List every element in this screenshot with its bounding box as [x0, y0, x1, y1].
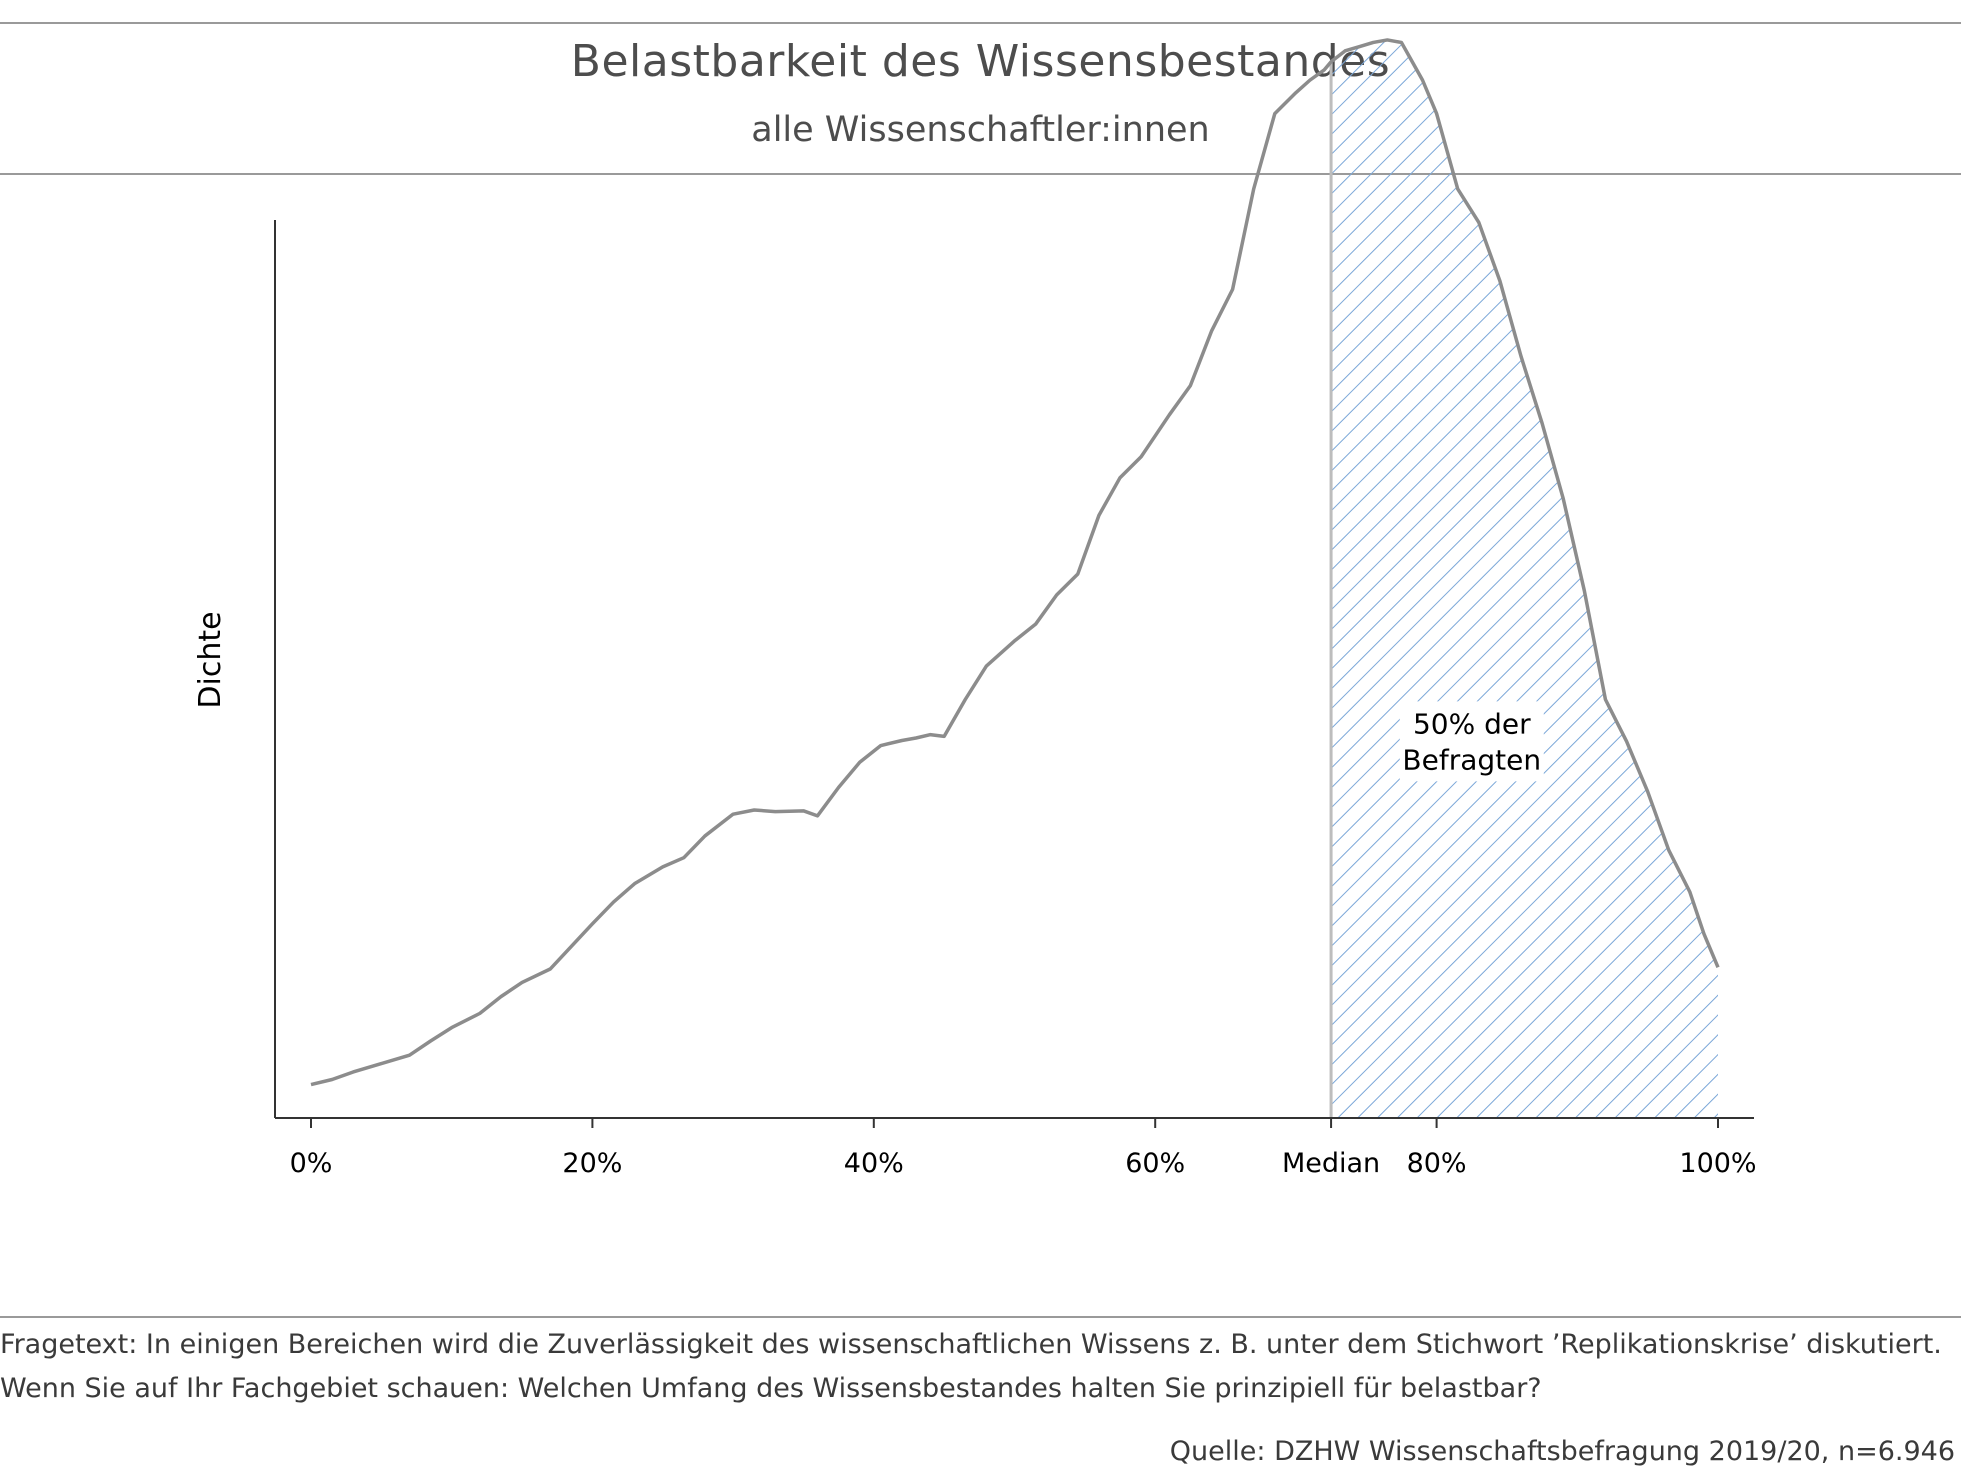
annotation-line-2: Befragten: [1402, 743, 1541, 776]
annotation-background: [1399, 701, 1544, 782]
x-tick-label-40pct: 40%: [844, 1148, 904, 1179]
footer-rule: [0, 1316, 1961, 1318]
x-tick-label-100pct: 100%: [1679, 1148, 1756, 1179]
density-curve: [310, 38, 1720, 1087]
x-tick-label-20pct: 20%: [562, 1148, 622, 1179]
shaded-area-above-median: [1331, 39, 1718, 1119]
question-text-line-1: Fragetext: In einigen Bereichen wird die…: [0, 1329, 1942, 1360]
y-axis-label: Dichte: [193, 611, 228, 708]
chart-subtitle: alle Wissenschaftler:innen: [751, 110, 1210, 150]
top-rule: [0, 22, 1961, 24]
x-tick-label-60pct: 60%: [1125, 1148, 1185, 1179]
x-tick-label-80pct: 80%: [1407, 1148, 1467, 1179]
question-text-line-2: Wenn Sie auf Ihr Fachgebiet schauen: Wel…: [0, 1373, 1542, 1404]
header-rule: [0, 173, 1961, 175]
x-tick-label-median: Median: [1282, 1148, 1380, 1179]
chart-title: Belastbarkeit des Wissensbestandes: [570, 36, 1391, 87]
density-chart: 0% 20% 40% 60% Median 80% 100% Dichte 50% derB…: [193, 38, 1757, 1179]
x-tick-label-0pct: 0%: [290, 1148, 333, 1179]
source-note: Quelle: DZHW Wissenschaftsbefragung 2019…: [1169, 1436, 1955, 1467]
annotation-line-1: 50% der: [1413, 707, 1531, 740]
